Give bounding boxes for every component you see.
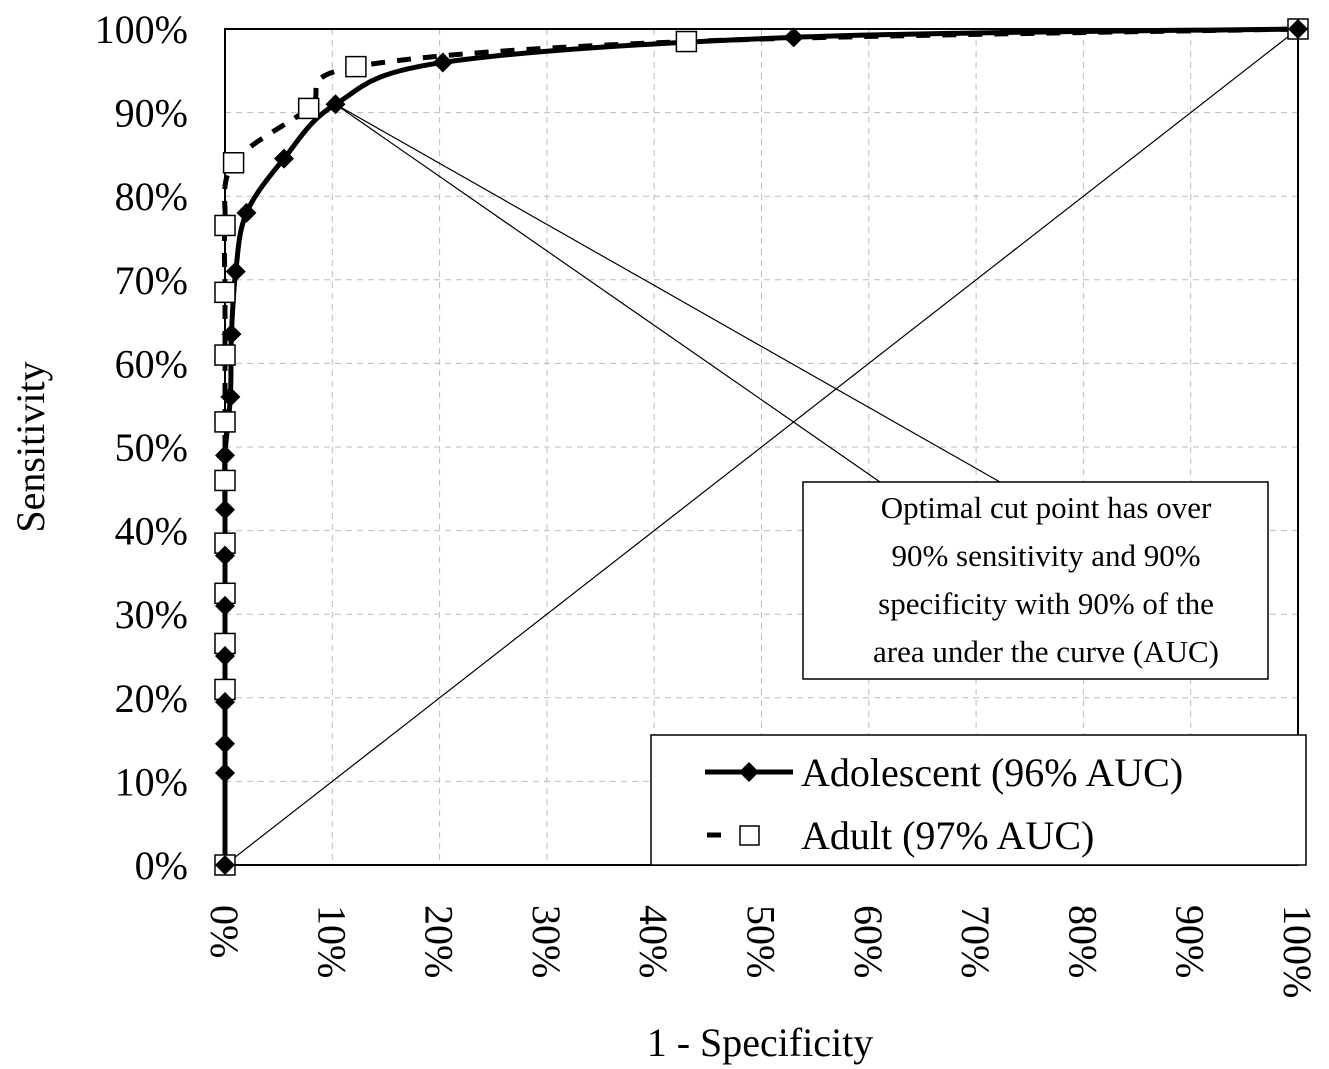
y-tick-label: 50%: [115, 425, 188, 470]
adolescent-point: [783, 27, 804, 48]
legend-adolescent-marker: [739, 762, 759, 782]
reference-line: [224, 28, 1299, 866]
adolescent-point: [221, 324, 242, 345]
y-tick-label: 20%: [115, 676, 188, 721]
x-tick-label: 60%: [846, 905, 891, 978]
callout-line-bottom: [335, 103, 881, 483]
x-axis-title: 1 - Specificity: [647, 1020, 874, 1065]
x-tick-label: 10%: [309, 905, 354, 978]
adult-point: [222, 152, 245, 174]
adolescent-point: [220, 386, 241, 407]
adult-point: [675, 30, 698, 53]
legend-adult-label: Adult (97% AUC): [801, 813, 1094, 858]
adolescent-point: [215, 595, 235, 616]
adult-point: [214, 344, 236, 366]
x-tick-label: 40%: [631, 905, 676, 978]
y-tick-label: 0%: [135, 843, 188, 888]
y-tick-label: 70%: [115, 258, 188, 303]
y-axis-title: Sensitivity: [8, 361, 53, 532]
x-tick-label: 20%: [417, 905, 462, 978]
adult-point: [297, 97, 320, 120]
callout-text-line-3: specificity with 90% of the: [878, 586, 1214, 621]
reference-diagonal-line: [224, 28, 1299, 866]
adult-point: [345, 55, 367, 78]
adolescent-point: [432, 52, 453, 73]
callout-line-top: [335, 103, 1001, 483]
x-tick-label: 70%: [953, 905, 998, 978]
y-tick-label: 100%: [95, 7, 188, 52]
adult-point: [214, 469, 236, 492]
adolescent-point: [215, 445, 235, 466]
adolescent-point: [215, 545, 235, 566]
adolescent-point: [215, 855, 235, 875]
adolescent-point: [215, 499, 235, 520]
series-layer: [214, 18, 1309, 876]
adolescent-point: [215, 646, 235, 666]
adolescent-point: [225, 261, 246, 282]
adolescent-point: [274, 148, 295, 169]
axes: 0% 10% 20% 30% 40% 50% 60% 70% 80% 90% 100% 0% 10% 20…: [95, 7, 1320, 998]
y-tick-label: 60%: [115, 341, 188, 386]
x-tick-label: 80%: [1060, 905, 1105, 978]
callout-text-line-1: Optimal cut point has over: [881, 490, 1212, 525]
legend-adolescent-label: Adolescent (96% AUC): [801, 750, 1183, 795]
y-tick-label: 40%: [115, 509, 188, 554]
adolescent-point: [1288, 19, 1308, 39]
x-tick-label: 100%: [1275, 905, 1320, 998]
callout-text-line-4: area under the curve (AUC): [873, 634, 1219, 669]
y-tick-label: 30%: [115, 592, 188, 637]
callout-box: [802, 481, 1269, 680]
adult-point: [214, 411, 236, 433]
legend: Adolescent (96% AUC) Adult (97% AUC): [650, 734, 1307, 866]
adolescent-point: [236, 202, 257, 223]
y-tick-label: 10%: [115, 759, 188, 804]
adolescent-point: [215, 763, 235, 784]
adolescent-point: [215, 733, 235, 754]
y-tick-label: 80%: [115, 174, 188, 219]
x-tick-label: 50%: [739, 905, 784, 978]
legend-box: [650, 734, 1307, 866]
x-tick-label: 0%: [202, 905, 247, 958]
x-tick-label: 30%: [524, 905, 569, 978]
y-tick-label: 90%: [115, 91, 188, 136]
adolescent-point: [215, 691, 235, 712]
x-tick-label: 90%: [1168, 905, 1213, 978]
callout-text-line-2: 90% sensitivity and 90%: [891, 538, 1200, 573]
legend-adult-marker: [739, 825, 760, 846]
annotation-callout: Optimal cut point has over 90% sensitivi…: [335, 103, 1269, 680]
adult-point: [214, 281, 236, 304]
adult-point: [214, 214, 236, 237]
